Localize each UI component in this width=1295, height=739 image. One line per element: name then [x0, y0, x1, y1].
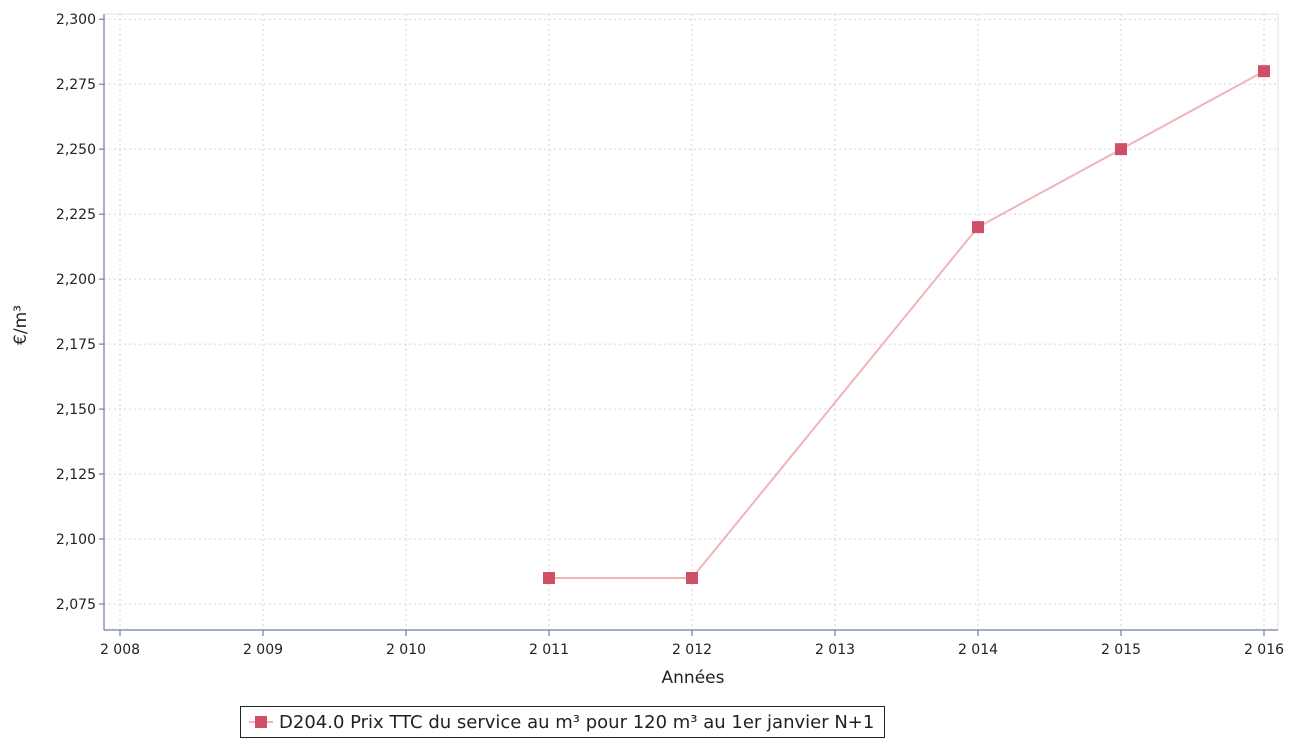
tick-labels: 2,075 2,100 2,125 2,150 2,175 2,200 2,225 2,250… — [56, 12, 1284, 658]
data-point-marker — [543, 572, 555, 585]
x-tick-label: 2 008 — [100, 642, 140, 658]
grid — [103, 13, 1279, 631]
data-point-marker — [1258, 65, 1270, 78]
y-tick-label: 2,075 — [56, 597, 96, 613]
y-tick-label: 2,175 — [56, 337, 96, 353]
x-tick-label: 2 012 — [672, 642, 712, 658]
x-tick-label: 2 016 — [1244, 642, 1284, 658]
plot-area — [103, 13, 1279, 631]
y-tick-label: 2,100 — [56, 532, 96, 548]
x-axis-title: Années — [662, 668, 725, 688]
y-tick-label: 2,200 — [56, 272, 96, 288]
y-tick-label: 2,250 — [56, 142, 96, 158]
y-axis-title: €/m³ — [11, 305, 31, 345]
y-tick-label: 2,125 — [56, 467, 96, 483]
legend: D204.0 Prix TTC du service au m³ pour 12… — [240, 706, 886, 738]
x-tick-label: 2 013 — [815, 642, 855, 658]
y-tick-label: 2,225 — [56, 207, 96, 223]
series — [543, 65, 1270, 585]
x-tick-label: 2 014 — [958, 642, 998, 658]
data-point-marker — [686, 572, 698, 585]
y-tick-label: 2,150 — [56, 402, 96, 418]
x-tick-label: 2 015 — [1101, 642, 1141, 658]
x-tick-label: 2 011 — [529, 642, 569, 658]
legend-marker-icon — [249, 715, 273, 729]
y-tick-label: 2,300 — [56, 12, 96, 28]
legend-label: D204.0 Prix TTC du service au m³ pour 12… — [279, 711, 875, 733]
x-tick-label: 2 009 — [243, 642, 283, 658]
axes — [99, 14, 1278, 636]
data-point-marker — [972, 221, 984, 234]
data-point-marker — [1115, 143, 1127, 156]
y-tick-label: 2,275 — [56, 77, 96, 93]
x-tick-label: 2 010 — [386, 642, 426, 658]
